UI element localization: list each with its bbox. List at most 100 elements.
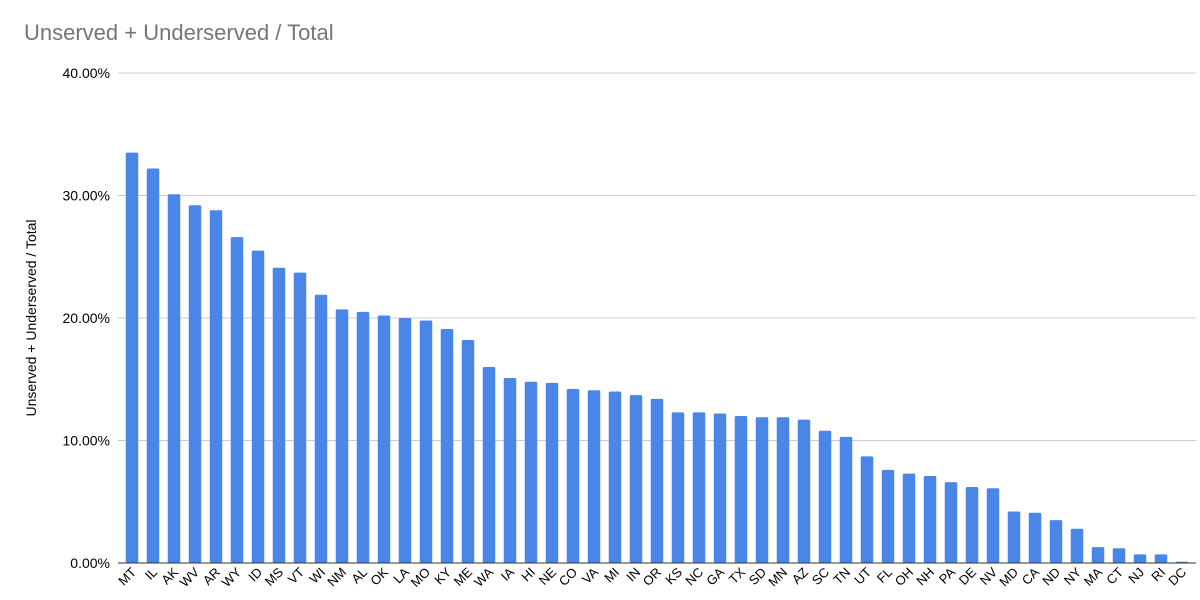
x-tick-label: DC — [1165, 565, 1189, 589]
x-tick-label: AZ — [789, 564, 811, 586]
bar-ca — [1028, 512, 1042, 563]
x-tick-label: MT — [115, 564, 139, 588]
x-tick-label: NJ — [1125, 565, 1147, 587]
x-tick-label: RI — [1148, 565, 1168, 585]
y-tick-label: 0.00% — [70, 555, 110, 571]
y-axis-ticks: 0.00% 10.00% 20.00% 30.00% 40.00% — [63, 65, 110, 571]
bar-hi — [524, 381, 538, 563]
bar-pa — [944, 482, 958, 563]
x-tick-label: KY — [431, 564, 454, 587]
x-tick-label: DE — [956, 564, 980, 588]
bar-nj — [1133, 554, 1147, 563]
x-tick-label: OK — [367, 564, 391, 588]
x-tick-label: UT — [851, 564, 874, 587]
bar-ne — [545, 382, 559, 563]
x-tick-label: CO — [556, 565, 580, 589]
bar-nc — [692, 412, 706, 563]
x-tick-label: NC — [682, 565, 706, 589]
bar-md — [1007, 511, 1021, 563]
x-tick-label: WI — [306, 565, 328, 587]
x-tick-label: AL — [348, 565, 370, 587]
x-tick-label: WV — [177, 564, 203, 590]
bar-nm — [335, 309, 349, 563]
bars — [125, 152, 1189, 564]
bar-sc — [818, 430, 832, 563]
x-tick-label: CT — [1103, 564, 1126, 587]
x-tick-label: MS — [262, 564, 287, 589]
bar-vt — [293, 272, 307, 563]
bar-mo — [419, 320, 433, 563]
x-tick-label: PA — [936, 564, 958, 586]
bar-id — [251, 250, 265, 563]
y-axis-label: Unserved + Underserved / Total — [23, 219, 39, 416]
x-tick-label: ND — [1039, 565, 1063, 589]
bar-nv — [986, 488, 1000, 563]
x-tick-label: AK — [158, 564, 181, 587]
x-tick-label: VA — [579, 564, 601, 586]
bar-wa — [482, 367, 496, 563]
x-tick-label: HI — [518, 565, 538, 585]
x-tick-label: NH — [913, 565, 937, 589]
bar-de — [965, 487, 979, 563]
x-tick-label: TX — [726, 564, 749, 587]
bar-ny — [1070, 528, 1084, 563]
x-tick-label: NY — [1061, 564, 1085, 588]
x-tick-label: NV — [977, 564, 1001, 588]
bar-sd — [755, 417, 769, 563]
x-tick-label: SC — [809, 565, 832, 588]
bar-fl — [881, 469, 895, 563]
x-tick-label: MO — [408, 565, 433, 590]
bar-mi — [608, 391, 622, 563]
bar-va — [587, 390, 601, 563]
bar-tx — [734, 416, 748, 563]
bar-wi — [314, 294, 328, 563]
bar-ar — [209, 210, 223, 563]
bar-ms — [272, 267, 286, 563]
bar-ga — [713, 413, 727, 563]
x-tick-label: NM — [324, 565, 349, 590]
bar-la — [398, 318, 412, 563]
bar-me — [461, 340, 475, 563]
x-tick-label: AR — [200, 565, 223, 588]
x-tick-label: LA — [390, 564, 412, 586]
bar-nd — [1049, 520, 1063, 563]
bar-ri — [1154, 554, 1168, 563]
bar-il — [146, 168, 160, 564]
bar-ct — [1112, 548, 1126, 563]
x-tick-label: VT — [285, 564, 307, 586]
x-tick-label: MA — [1081, 564, 1106, 589]
bar-mn — [776, 417, 790, 563]
x-tick-label: OR — [640, 565, 664, 589]
bar-oh — [902, 473, 916, 563]
bar-ak — [167, 194, 181, 563]
y-tick-label: 10.00% — [63, 433, 110, 449]
x-tick-label: TN — [830, 565, 853, 588]
x-tick-label: IA — [498, 564, 518, 584]
x-tick-label: MI — [601, 565, 622, 586]
y-tick-label: 20.00% — [63, 310, 110, 326]
bar-wv — [188, 205, 202, 564]
bar-ia — [503, 378, 517, 563]
y-tick-label: 30.00% — [63, 188, 110, 204]
bar-ks — [671, 412, 685, 563]
bar-ma — [1091, 547, 1105, 563]
bar-in — [629, 395, 643, 563]
bar-tn — [839, 436, 853, 563]
bar-az — [797, 419, 811, 563]
x-tick-label: OH — [892, 565, 916, 589]
x-tick-label: CA — [1019, 564, 1043, 588]
x-tick-label: KS — [662, 564, 685, 587]
bar-ky — [440, 329, 454, 563]
x-tick-label: ME — [451, 564, 476, 589]
x-tick-label: SD — [746, 565, 769, 588]
x-tick-label: ID — [245, 565, 265, 585]
bar-al — [356, 311, 370, 563]
bar-nh — [923, 476, 937, 563]
bar-ut — [860, 456, 874, 563]
x-tick-label: NE — [536, 564, 560, 588]
x-tick-label: GA — [703, 564, 727, 588]
bar-or — [650, 398, 664, 563]
bar-ok — [377, 315, 391, 563]
